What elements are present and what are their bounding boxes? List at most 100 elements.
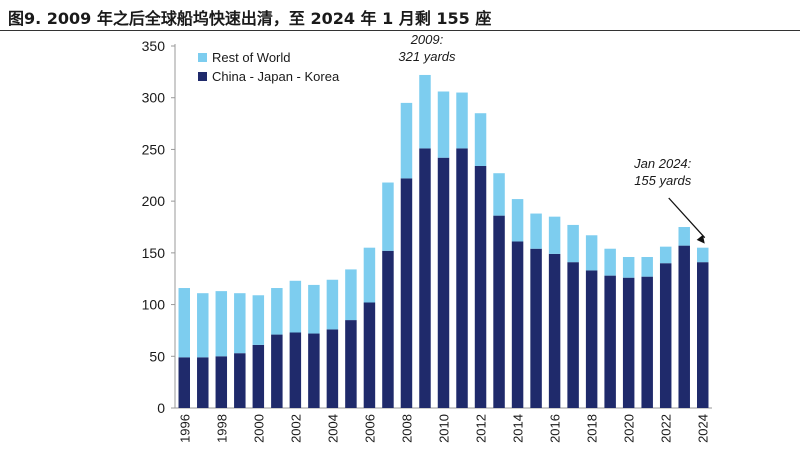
annotation-text: 155 yards [634, 173, 692, 188]
bar-rest-of-world-2018 [585, 235, 598, 271]
x-tick-label: 2012 [474, 414, 489, 443]
title-divider [0, 30, 800, 31]
legend-label: China - Japan - Korea [212, 69, 340, 84]
bar-rest-of-world-2013 [493, 173, 505, 216]
annotation-2024: Jan 2024: 155 yards [633, 156, 706, 244]
bar-china-japan-korea-1998 [215, 356, 228, 408]
bar-rest-of-world-2019 [604, 248, 616, 276]
bar-rest-of-world-2024 [697, 247, 709, 263]
bar-rest-of-world-2006 [363, 247, 376, 303]
y-tick-label: 300 [142, 90, 166, 106]
chart-annotations: 2009: 321 yards Jan 2024: 155 yards [398, 32, 706, 244]
x-tick-label: 2020 [622, 414, 637, 443]
legend-swatch [198, 72, 207, 81]
y-tick-label: 50 [149, 348, 165, 364]
bar-rest-of-world-2000 [252, 295, 265, 345]
annotation-text: 2009: [410, 32, 444, 47]
y-tick-label: 350 [142, 38, 166, 54]
bar-china-japan-korea-2002 [289, 332, 302, 408]
bar-rest-of-world-2001 [271, 288, 283, 335]
bar-rest-of-world-1998 [215, 291, 228, 357]
x-axis-tick-labels: 1996 1998 2000 2002 2004 2006 2008 2010 2012 2014… [177, 414, 710, 443]
bar-china-japan-korea-2003 [308, 333, 320, 408]
bar-china-japan-korea-2020 [622, 277, 635, 408]
x-tick-label: 1996 [177, 414, 192, 443]
chart-legend: Rest of World China - Japan - Korea [198, 50, 340, 84]
y-tick-label: 250 [142, 141, 166, 157]
annotation-text: Jan 2024: [633, 156, 691, 171]
bar-china-japan-korea-2023 [678, 245, 690, 408]
bar-china-japan-korea-2018 [585, 270, 598, 408]
bar-rest-of-world-2010 [437, 91, 450, 158]
legend-swatch [198, 53, 207, 62]
bar-china-japan-korea-2006 [363, 302, 376, 408]
bar-china-japan-korea-2012 [474, 165, 487, 408]
x-tick-label: 2022 [659, 414, 674, 443]
bar-china-japan-korea-1996 [178, 357, 190, 408]
bar-china-japan-korea-2000 [252, 344, 265, 408]
bar-rest-of-world-2004 [326, 279, 339, 330]
bar-china-japan-korea-2013 [493, 215, 505, 408]
bar-rest-of-world-2012 [474, 113, 487, 166]
bar-rest-of-world-2003 [308, 284, 320, 334]
y-tick-label: 150 [142, 245, 166, 261]
legend-label: Rest of World [212, 50, 291, 65]
bar-china-japan-korea-2005 [345, 320, 357, 408]
bar-rest-of-world-2022 [659, 246, 672, 264]
annotation-text: 321 yards [398, 49, 456, 64]
x-tick-label: 2006 [362, 414, 377, 443]
bar-rest-of-world-2011 [456, 92, 468, 149]
bar-rest-of-world-2015 [530, 213, 542, 249]
bar-rest-of-world-1999 [234, 293, 246, 354]
bar-china-japan-korea-2009 [419, 148, 431, 408]
annotation-2009: 2009: 321 yards [398, 32, 456, 64]
bar-rest-of-world-2020 [622, 256, 635, 278]
bar-rest-of-world-2021 [641, 256, 653, 277]
x-tick-label: 2010 [437, 414, 452, 443]
bar-rest-of-world-2009 [419, 74, 431, 149]
bar-rest-of-world-2005 [345, 269, 357, 321]
annotation-arrow-head [696, 234, 705, 244]
bar-rest-of-world-2008 [400, 102, 413, 179]
x-tick-label: 2016 [548, 414, 563, 443]
x-tick-label: 2004 [325, 414, 340, 443]
bar-rest-of-world-1996 [178, 288, 190, 358]
y-tick-label: 0 [157, 400, 165, 416]
bar-china-japan-korea-2014 [511, 241, 524, 408]
bar-china-japan-korea-2019 [604, 275, 616, 408]
bar-china-japan-korea-2010 [437, 157, 450, 408]
x-tick-label: 2014 [511, 414, 526, 443]
x-tick-label: 2024 [696, 414, 711, 443]
annotation-arrow-line [668, 197, 706, 239]
bar-rest-of-world-2017 [567, 224, 579, 263]
chart-bars [178, 74, 709, 408]
figure-title: 图9. 2009 年之后全球船坞快速出清，至 2024 年 1 月剩 155 座 [8, 9, 492, 28]
bar-china-japan-korea-2024 [697, 262, 709, 408]
y-tick-label: 200 [142, 193, 166, 209]
bar-china-japan-korea-2004 [326, 329, 339, 408]
bar-china-japan-korea-2011 [456, 148, 468, 408]
y-tick-label: 100 [142, 297, 166, 313]
bar-china-japan-korea-2017 [567, 262, 579, 408]
chart-axes: 0 50 100 150 200 250 300 350 [142, 38, 712, 416]
bar-china-japan-korea-2016 [548, 253, 561, 408]
x-tick-label: 2000 [251, 414, 266, 443]
bar-rest-of-world-2002 [289, 280, 302, 333]
x-tick-label: 2002 [288, 414, 303, 443]
bar-china-japan-korea-2008 [400, 178, 413, 408]
bar-rest-of-world-2023 [678, 227, 690, 246]
bar-china-japan-korea-2022 [659, 263, 672, 408]
bar-rest-of-world-2014 [511, 199, 524, 242]
x-tick-label: 2018 [585, 414, 600, 443]
bar-china-japan-korea-2001 [271, 334, 283, 408]
x-tick-label: 1998 [214, 414, 229, 443]
bar-china-japan-korea-2007 [382, 250, 394, 408]
bar-china-japan-korea-2015 [530, 248, 542, 408]
bar-rest-of-world-2007 [382, 182, 394, 251]
bar-china-japan-korea-1999 [234, 353, 246, 408]
bar-china-japan-korea-2021 [641, 276, 653, 408]
bar-rest-of-world-1997 [197, 293, 209, 358]
bar-china-japan-korea-1997 [197, 357, 209, 408]
x-tick-label: 2008 [399, 414, 414, 443]
